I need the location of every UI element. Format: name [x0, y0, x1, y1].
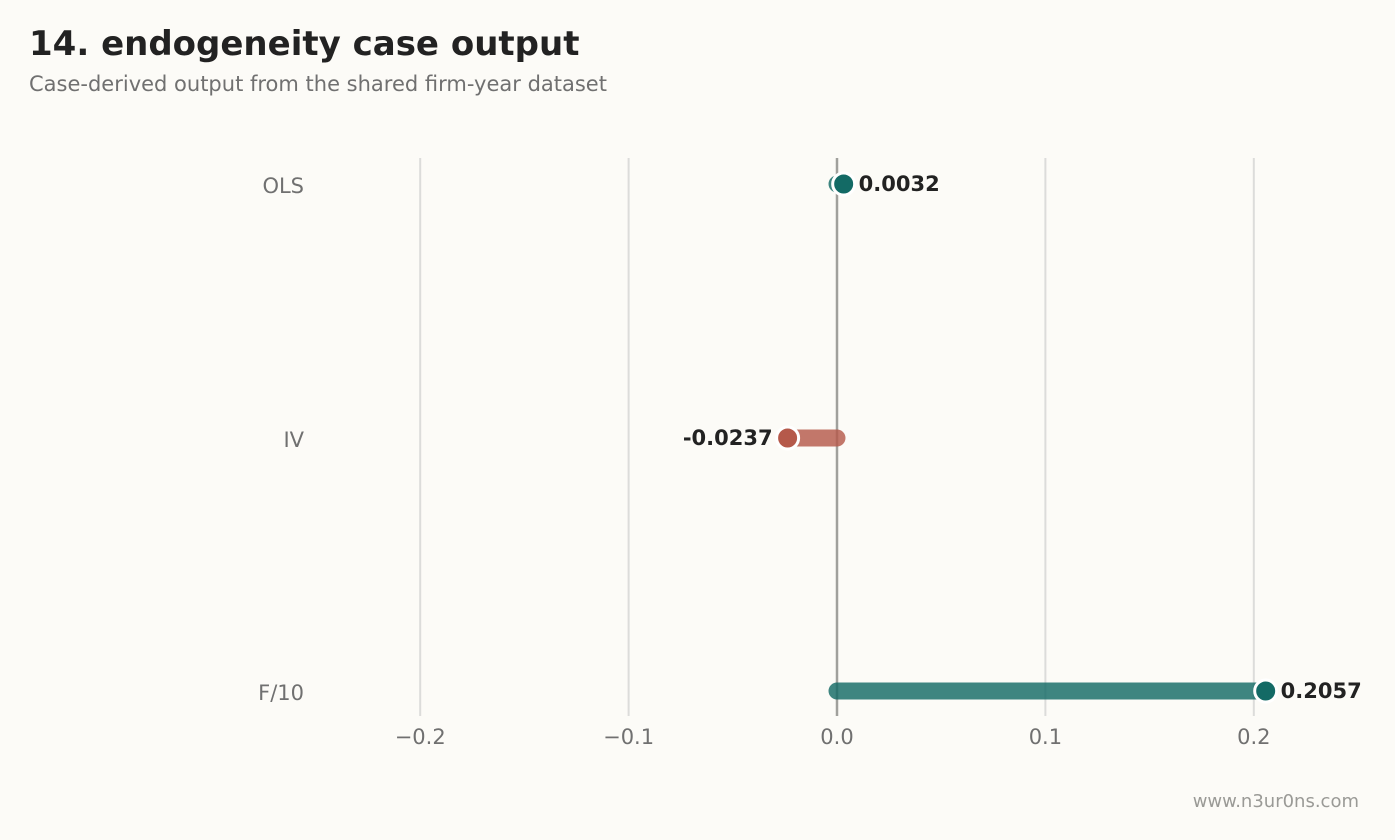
- grid-lines: [419, 158, 1255, 716]
- bars: 0.0032 -0.0237 0.2057: [683, 171, 1362, 704]
- bar-end-marker: [775, 425, 801, 451]
- category-label: OLS: [262, 174, 304, 198]
- x-tick-label: −0.1: [603, 725, 654, 749]
- chart-subtitle: Case-derived output from the shared firm…: [29, 72, 607, 96]
- category-label: F/10: [258, 681, 304, 705]
- watermark: www.n3ur0ns.com: [1192, 791, 1359, 812]
- data-label: 0.2057: [1281, 679, 1362, 703]
- chart-title: 14. endogeneity case output: [29, 24, 580, 64]
- x-tick-label: 0.2: [1237, 725, 1270, 749]
- category-labels: OLS IV F/10: [258, 174, 305, 705]
- bar-end-marker: [831, 171, 857, 197]
- x-tick-label: −0.2: [395, 725, 446, 749]
- category-label: IV: [283, 428, 304, 452]
- bar-end-marker: [1253, 678, 1279, 704]
- x-tick-label: 0.1: [1029, 725, 1062, 749]
- data-label: 0.0032: [859, 172, 940, 196]
- x-axis-ticks: −0.2 −0.1 0.0 0.1 0.2: [395, 725, 1271, 749]
- x-tick-label: 0.0: [820, 725, 853, 749]
- data-label: -0.0237: [683, 426, 773, 450]
